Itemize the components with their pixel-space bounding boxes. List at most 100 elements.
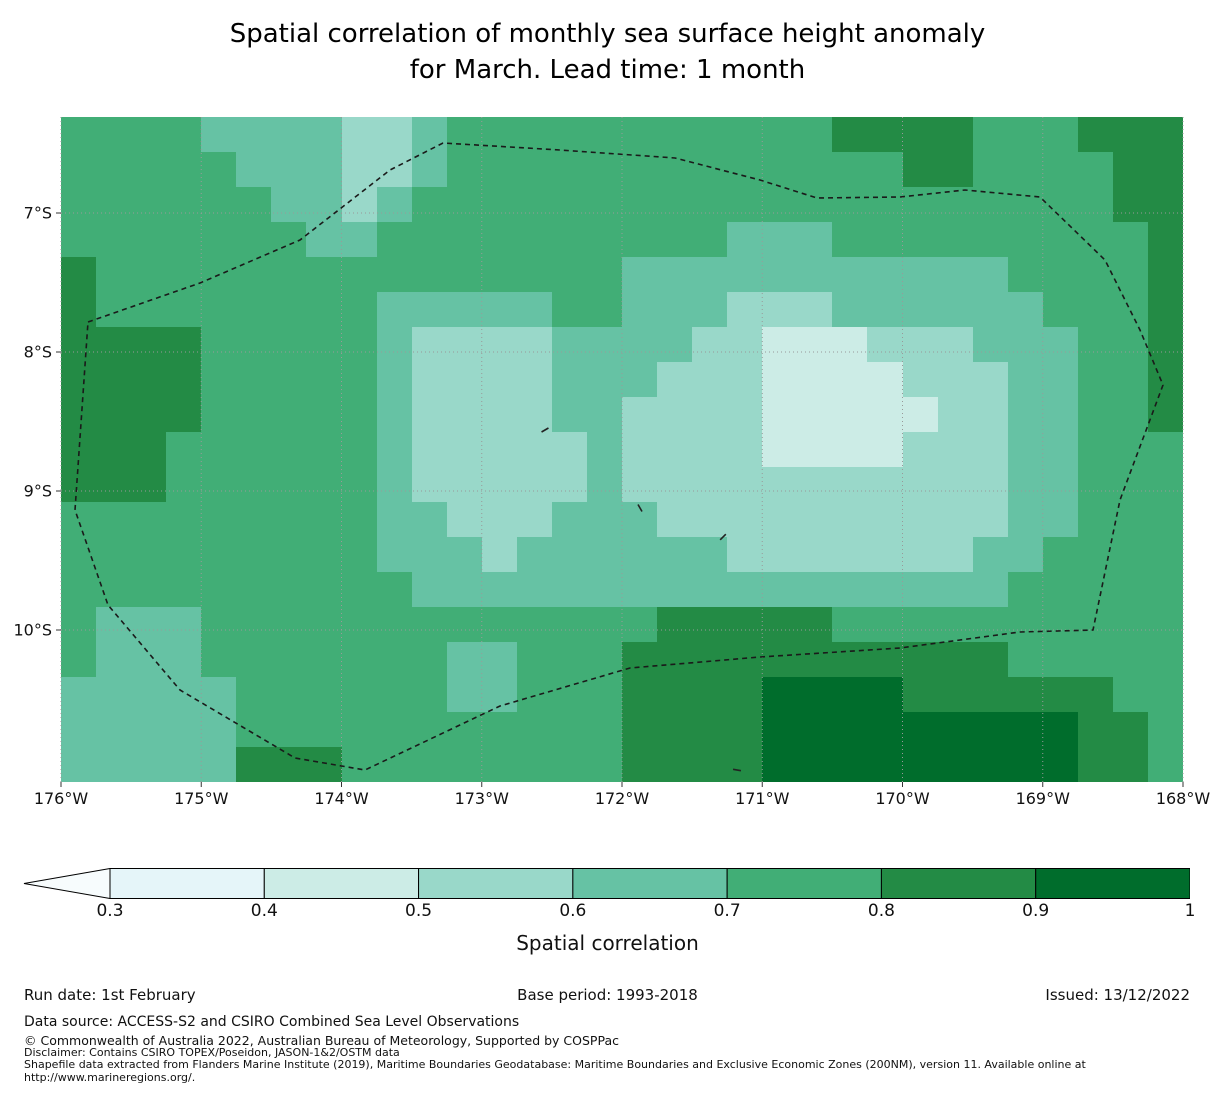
heatmap-cell — [657, 432, 693, 467]
heatmap-cell — [762, 327, 798, 362]
heatmap-cell — [622, 677, 658, 712]
heatmap-cell — [201, 327, 237, 362]
heatmap-cell — [657, 502, 693, 537]
heatmap-cell — [797, 712, 833, 747]
heatmap-cell — [131, 152, 167, 187]
heatmap-cell — [832, 257, 868, 292]
colorbar-tick-label: 0.5 — [405, 901, 433, 921]
heatmap-cell — [1147, 642, 1183, 677]
heatmap-cell — [762, 257, 798, 292]
x-axis-tick-label: 170°W — [875, 789, 930, 808]
heatmap-cell — [657, 607, 693, 642]
heatmap-cell — [376, 432, 412, 467]
heatmap-cell — [727, 117, 763, 152]
heatmap-cell — [236, 257, 272, 292]
x-axis-tick-label: 173°W — [454, 789, 509, 808]
heatmap-cell — [1112, 362, 1148, 397]
heatmap-cell — [1147, 152, 1183, 187]
heatmap-cell — [131, 467, 167, 502]
heatmap-cell — [446, 187, 482, 222]
heatmap-cell — [551, 642, 587, 677]
copyright-text: © Commonwealth of Australia 2022, Austra… — [24, 1033, 619, 1048]
heatmap-cell — [727, 257, 763, 292]
heatmap-cell — [692, 677, 728, 712]
heatmap-cell — [166, 117, 202, 152]
heatmap-cell — [166, 467, 202, 502]
heatmap-cell — [341, 117, 377, 152]
heatmap-cell — [972, 537, 1008, 572]
heatmap-cell — [96, 502, 132, 537]
heatmap-cell — [586, 467, 622, 502]
heatmap-cell — [271, 712, 307, 747]
heatmap-cell — [937, 502, 973, 537]
heatmap-cell — [657, 747, 693, 782]
heatmap-cell — [341, 327, 377, 362]
heatmap-cell — [762, 572, 798, 607]
colorbar-tick-label: 0.4 — [250, 901, 278, 921]
heatmap-cell — [376, 152, 412, 187]
heatmap-cell — [201, 502, 237, 537]
heatmap-cell — [937, 222, 973, 257]
heatmap-cell — [762, 187, 798, 222]
y-axis-tick-label: 7°S — [23, 203, 52, 223]
heatmap-cell — [411, 222, 447, 257]
heatmap-cell — [271, 327, 307, 362]
heatmap-cell — [341, 187, 377, 222]
heatmap-cell — [1112, 187, 1148, 222]
heatmap-cell — [341, 467, 377, 502]
heatmap-cell — [937, 712, 973, 747]
heatmap-cell — [797, 572, 833, 607]
heatmap-cell — [551, 747, 587, 782]
heatmap-cell — [727, 747, 763, 782]
heatmap-cell — [61, 362, 97, 397]
heatmap-cell — [201, 572, 237, 607]
heatmap-cell — [306, 222, 342, 257]
heatmap-cell — [727, 397, 763, 432]
heatmap-cell — [1042, 432, 1078, 467]
heatmap-cell — [1077, 292, 1113, 327]
heatmap-cell — [411, 677, 447, 712]
heatmap-cell — [972, 397, 1008, 432]
heatmap-cell — [727, 572, 763, 607]
heatmap-cell — [902, 432, 938, 467]
heatmap-cell — [586, 572, 622, 607]
heatmap-cell — [201, 222, 237, 257]
heatmap-cell — [306, 537, 342, 572]
heatmap-cell — [1077, 467, 1113, 502]
colorbar-tick-label: 0.6 — [559, 901, 587, 921]
heatmap-cell — [657, 397, 693, 432]
heatmap-cell — [131, 607, 167, 642]
heatmap-cell — [96, 677, 132, 712]
heatmap-cell — [1007, 222, 1043, 257]
heatmap-cell — [306, 642, 342, 677]
heatmap-cell — [902, 327, 938, 362]
heatmap-cell — [271, 292, 307, 327]
heatmap-cell — [96, 222, 132, 257]
heatmap-cell — [657, 187, 693, 222]
heatmap-cell — [622, 642, 658, 677]
heatmap-cell — [1077, 607, 1113, 642]
heatmap-cell — [201, 642, 237, 677]
heatmap-cell — [516, 152, 552, 187]
heatmap-cell — [1007, 712, 1043, 747]
heatmap-cell — [832, 152, 868, 187]
heatmap-cell — [657, 677, 693, 712]
heatmap-cell — [166, 152, 202, 187]
heatmap-cell — [586, 257, 622, 292]
heatmap-cell — [1007, 362, 1043, 397]
heatmap-cell — [446, 537, 482, 572]
heatmap-cell — [762, 292, 798, 327]
heatmap-cell — [341, 747, 377, 782]
heatmap-cell — [201, 117, 237, 152]
heatmap-cell — [271, 642, 307, 677]
heatmap-cell — [516, 292, 552, 327]
heatmap-cell — [972, 747, 1008, 782]
heatmap-cell — [131, 362, 167, 397]
heatmap-cell — [551, 397, 587, 432]
heatmap-cell — [306, 292, 342, 327]
heatmap-cell — [727, 222, 763, 257]
heatmap-cell — [551, 117, 587, 152]
heatmap-cell — [96, 257, 132, 292]
heatmap-cell — [1077, 117, 1113, 152]
heatmap-cell — [481, 572, 517, 607]
